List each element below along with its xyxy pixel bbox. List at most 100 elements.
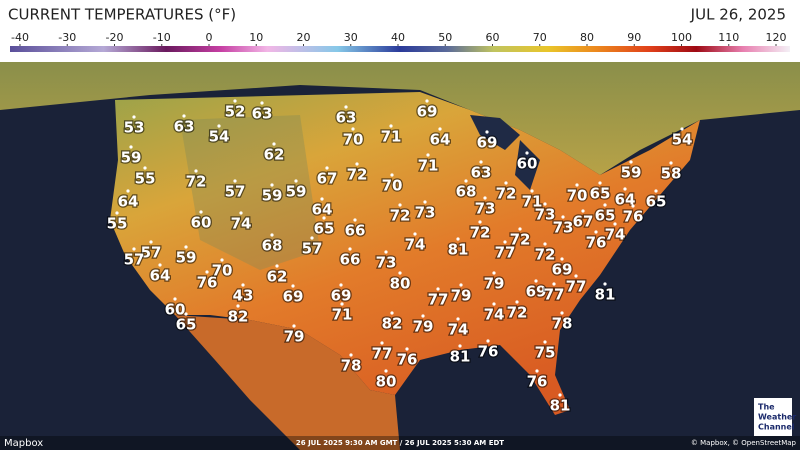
- temperature-label: 79: [284, 328, 305, 346]
- scale-tick-label: 110: [718, 31, 739, 44]
- station-dot: [348, 247, 352, 251]
- temperature-label: 79: [484, 275, 505, 293]
- map-title: CURRENT TEMPERATURES (°F): [8, 6, 236, 24]
- station-dot: [456, 237, 460, 241]
- footer-bar: [0, 436, 800, 450]
- temperature-label: 80: [376, 373, 397, 391]
- station-dot: [492, 302, 496, 306]
- attribution: © Mapbox, © OpenStreetMap: [691, 439, 797, 447]
- temperature-label: 81: [450, 348, 471, 366]
- temperature-label: 74: [448, 321, 469, 339]
- temperature-label: 77: [428, 291, 449, 309]
- station-dot: [534, 279, 538, 283]
- station-dot: [438, 127, 442, 131]
- logo-line: Weather: [758, 413, 796, 422]
- station-dot: [310, 236, 314, 240]
- temperature-label: 59: [176, 249, 197, 267]
- temperature-label: 72: [470, 224, 491, 242]
- temperature-label: 77: [544, 286, 565, 304]
- station-dot: [464, 179, 468, 183]
- scale-tick-label: 30: [344, 31, 358, 44]
- temperature-label: 55: [135, 170, 156, 188]
- station-dot: [129, 145, 133, 149]
- station-dot: [270, 183, 274, 187]
- station-dot: [436, 287, 440, 291]
- temperature-label: 72: [390, 207, 411, 225]
- station-dot: [492, 271, 496, 275]
- station-dot: [680, 127, 684, 131]
- temperature-label: 66: [345, 222, 366, 240]
- station-dot: [631, 204, 635, 208]
- station-dot: [423, 200, 427, 204]
- station-dot: [270, 233, 274, 237]
- station-dot: [384, 369, 388, 373]
- scale-tick-label: 90: [627, 31, 641, 44]
- station-dot: [479, 160, 483, 164]
- station-dot: [518, 227, 522, 231]
- temperature-label: 72: [507, 304, 528, 322]
- station-dot: [380, 341, 384, 345]
- temperature-label: 79: [413, 318, 434, 336]
- temperature-label: 57: [225, 183, 246, 201]
- station-dot: [132, 115, 136, 119]
- station-dot: [558, 393, 562, 397]
- mapbox-logo: Mapbox: [4, 438, 43, 449]
- station-dot: [260, 101, 264, 105]
- station-dot: [182, 114, 186, 118]
- scale-tick-label: 0: [206, 31, 213, 44]
- station-dot: [233, 99, 237, 103]
- temperature-label: 65: [590, 185, 611, 203]
- station-dot: [233, 179, 237, 183]
- temperature-label: 62: [264, 146, 285, 164]
- scale-tick-label: 60: [486, 31, 500, 44]
- station-dot: [220, 258, 224, 262]
- station-dot: [421, 314, 425, 318]
- temperature-label: 59: [262, 187, 283, 205]
- station-dot: [425, 99, 429, 103]
- scale-tick-label: 50: [438, 31, 452, 44]
- temperature-label: 73: [535, 206, 556, 224]
- timestamp: 26 JUL 2025 9:30 AM GMT / 26 JUL 2025 5:…: [296, 439, 504, 447]
- station-dot: [294, 179, 298, 183]
- station-dot: [560, 257, 564, 261]
- station-dot: [355, 162, 359, 166]
- station-dot: [217, 124, 221, 128]
- temperature-label: 76: [623, 208, 644, 226]
- temperature-label: 69: [526, 283, 547, 301]
- temperature-label: 71: [332, 306, 353, 324]
- temperature-label: 63: [252, 105, 273, 123]
- temperature-label: 55: [107, 215, 128, 233]
- station-dot: [560, 311, 564, 315]
- temperature-label: 65: [646, 193, 667, 211]
- mexico: [175, 315, 400, 450]
- temperature-label: 74: [405, 236, 426, 254]
- temperature-label: 76: [197, 274, 218, 292]
- scale-tick-label: 80: [580, 31, 594, 44]
- logo-line: Channel: [758, 423, 795, 432]
- temperature-label: 68: [262, 237, 283, 255]
- station-dot: [603, 282, 607, 286]
- station-dot: [241, 283, 245, 287]
- temperature-label: 78: [552, 315, 573, 333]
- station-dot: [143, 166, 147, 170]
- temperature-label: 54: [672, 131, 693, 149]
- temperature-label: 81: [448, 241, 469, 259]
- station-dot: [344, 105, 348, 109]
- station-dot: [199, 210, 203, 214]
- scale-tick-label: 100: [671, 31, 692, 44]
- station-dot: [384, 250, 388, 254]
- station-dot: [515, 300, 519, 304]
- temperature-label: 80: [390, 275, 411, 293]
- station-dot: [458, 344, 462, 348]
- station-dot: [320, 197, 324, 201]
- station-dot: [205, 270, 209, 274]
- temperature-label: 72: [496, 185, 517, 203]
- station-dot: [654, 189, 658, 193]
- temperature-label: 72: [347, 166, 368, 184]
- temperature-label: 57: [302, 240, 323, 258]
- station-dot: [158, 263, 162, 267]
- station-dot: [390, 311, 394, 315]
- temperature-label: 64: [430, 131, 451, 149]
- temperature-label: 65: [314, 220, 335, 238]
